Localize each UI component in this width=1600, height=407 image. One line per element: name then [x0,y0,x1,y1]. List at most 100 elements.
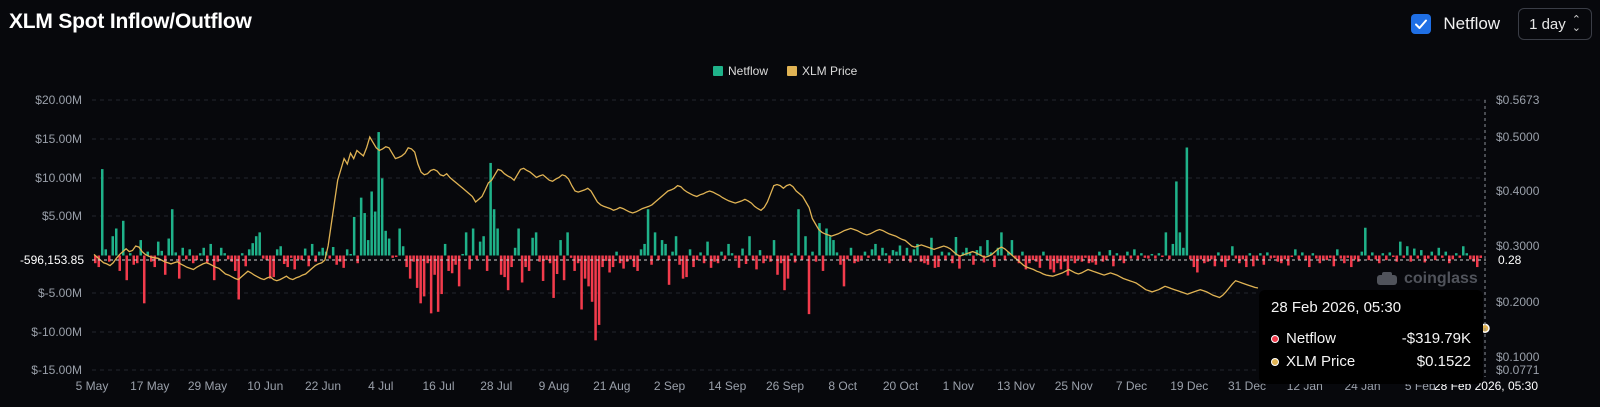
netflow-bar [251,243,254,256]
netflow-bar [517,228,520,256]
netflow-bar [1311,253,1315,256]
netflow-bar [471,228,475,256]
netflow-bar [272,255,275,278]
netflow-bar [464,232,468,256]
netflow-bar [184,255,188,260]
netflow-bar [1476,255,1479,268]
netflow-bar [1248,253,1252,256]
netflow-bar [1241,255,1245,260]
netflow-bar [1178,232,1182,256]
netflow-bar [723,255,727,260]
netflow-bar [104,249,108,256]
netflow-bar [1367,255,1371,261]
netflow-bar [1385,255,1388,261]
netflow-bar [597,255,601,325]
netflow-bar [321,247,324,256]
netflow-bar [443,243,447,256]
netflow-bar [114,228,118,256]
netflow-bar [1315,255,1318,259]
crosshair-left-label: -596,153.85 [20,253,84,267]
x-tick-label: 31 Dec [1228,379,1266,393]
x-tick-label: 28 Jul [480,379,512,393]
netflow-bar [1255,255,1259,261]
checkmark-icon [1415,19,1428,29]
netflow-bar [387,238,391,256]
netflow-bar [1430,251,1434,256]
netflow-bar [737,255,741,268]
netflow-bar [1332,255,1336,267]
y-left-tick-label: $-5.00M [38,286,82,300]
coinglass-logo-icon [1377,272,1397,285]
netflow-bar [1357,255,1360,262]
netflow-bar [608,255,611,273]
netflow-bar [727,243,730,256]
netflow-bar [797,209,800,256]
netflow-bar [688,249,692,256]
netflow-bar [902,255,905,261]
netflow-bar [1073,255,1077,264]
netflow-bar [1444,251,1448,256]
netflow-bar [1077,255,1080,260]
netflow-bar [734,255,737,259]
netflow-bar [825,228,828,256]
netflow-bar [359,197,363,256]
netflow-bar [1416,255,1420,259]
legend-swatch [787,66,797,76]
netflow-bar [1318,255,1322,264]
netflow-bar [1028,255,1031,264]
netflow-bar [128,253,132,256]
netflow-bar [758,250,762,256]
netflow-bar [1150,253,1154,256]
netflow-bar [506,255,510,291]
netflow-bar [622,255,625,269]
netflow-bar [678,255,681,265]
netflow-bar [1112,255,1115,267]
netflow-bar [1119,255,1122,261]
netflow-bar [1108,250,1112,256]
netflow-bar [1290,255,1294,258]
netflow-bar [1329,255,1332,258]
netflow-bar [790,253,793,256]
netflow-bar [1129,255,1133,259]
netflow-bar [363,213,366,256]
netflow-bar [1066,255,1070,276]
netflow-bar [223,253,226,256]
netflow-bar [762,255,765,264]
coinglass-watermark: coinglass [1376,270,1478,288]
netflow-bar [979,246,982,256]
netflow-bar [398,228,401,256]
netflow-bar [1038,255,1042,268]
netflow-bar [1336,249,1339,256]
netflow-bar [314,255,317,262]
netflow-checkbox-label[interactable]: Netflow [1443,14,1501,33]
netflow-bar [300,255,303,261]
netflow-bar [1346,255,1350,258]
netflow-bar [1098,251,1101,256]
y-right-tick-label: $0.3000 [1496,239,1540,253]
netflow-checkbox[interactable] [1411,14,1432,34]
netflow-bar [1360,251,1364,256]
netflow-bar [307,255,310,267]
netflow-bar [1395,255,1399,262]
netflow-bar [716,255,720,264]
netflow-bar [524,255,527,268]
netflow-bar [972,255,975,265]
netflow-bar [1252,255,1255,267]
netflow-bar [786,255,790,279]
netflow-bar [1021,251,1024,256]
netflow-bar [818,223,821,256]
netflow-bar [846,255,849,260]
netflow-bar [1220,255,1224,262]
netflow-bar [149,255,153,262]
interval-select[interactable]: 1 day ⌃ ⌄ [1518,8,1592,40]
netflow-bar [1479,255,1483,258]
netflow-bar [181,247,184,256]
netflow-bar [1238,255,1241,264]
netflow-bar [1437,247,1441,256]
netflow-bar [373,211,377,256]
netflow-bar [933,255,937,268]
netflow-bar [1350,255,1353,268]
x-tick-label: 10 Jun [247,379,283,393]
netflow-bar [667,255,671,285]
netflow-bar [1070,255,1073,259]
